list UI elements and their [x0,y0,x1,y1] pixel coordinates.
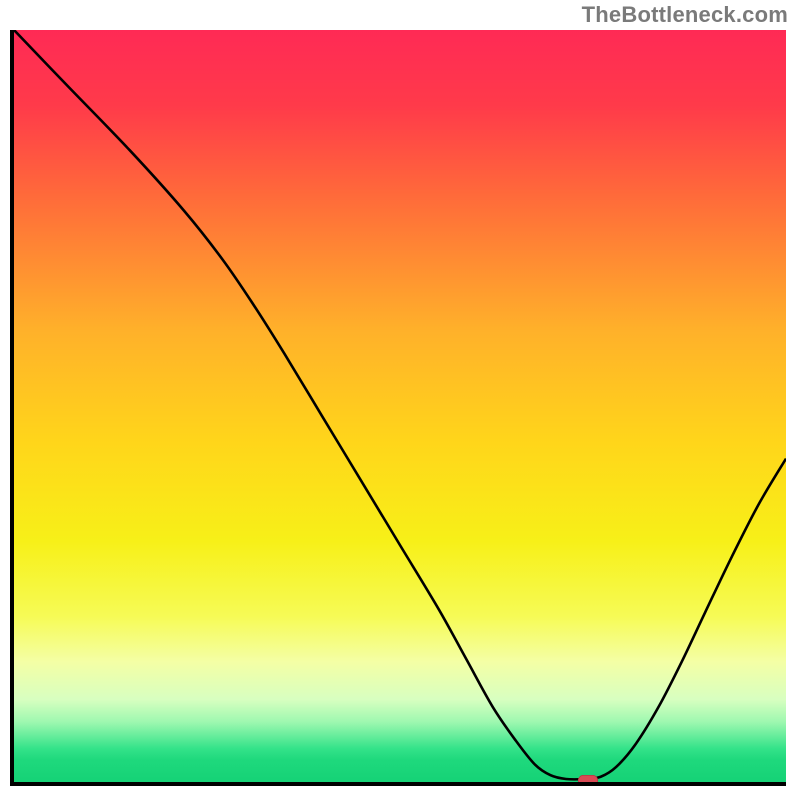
chart-plot-area [14,30,786,782]
chart-background [14,30,786,782]
chart-container: { "watermark": { "text": "TheBottleneck.… [0,0,800,800]
optimal-point-marker [578,775,598,782]
watermark-text: TheBottleneck.com [582,2,788,28]
chart-svg [14,30,786,782]
